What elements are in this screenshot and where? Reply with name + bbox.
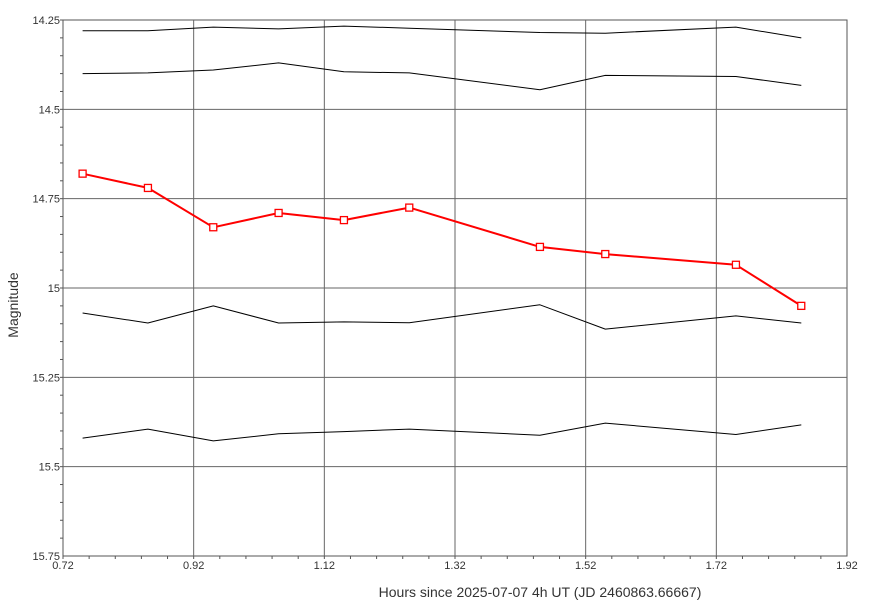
x-tick-label: 1.12 <box>314 560 335 572</box>
y-tick-label: 14.25 <box>32 15 60 27</box>
data-point-marker <box>209 223 218 232</box>
x-axis-label: Hours since 2025-07-07 4h UT (JD 2460863… <box>379 584 702 600</box>
y-axis-label: Magnitude <box>5 272 21 338</box>
y-tick-label: 15 <box>48 283 60 295</box>
series-lines <box>82 25 802 442</box>
x-tick-label: 0.92 <box>183 560 204 572</box>
y-tick-label: 15.75 <box>32 551 60 563</box>
minor-ticks <box>60 19 822 559</box>
x-tick-label: 1.72 <box>706 560 727 572</box>
data-markers <box>78 169 806 311</box>
comparison-series-line <box>82 25 802 39</box>
data-point-marker <box>78 169 87 178</box>
data-point-marker <box>601 249 610 259</box>
data-point-marker <box>535 242 545 252</box>
x-tick-labels: 0.72 0.92 1.12 1.32 1.52 1.72 1.92 <box>52 560 857 572</box>
data-point-marker <box>405 203 414 212</box>
comparison-series-line <box>82 62 802 91</box>
y-tick-label: 14.5 <box>39 104 60 116</box>
data-point-marker <box>339 215 349 225</box>
y-tick-label: 15.25 <box>32 372 60 384</box>
x-tick-label: 1.92 <box>836 560 857 572</box>
comparison-series-line <box>82 304 802 330</box>
x-tick-label: 1.52 <box>575 560 596 572</box>
y-tick-label: 14.75 <box>32 194 60 206</box>
target-series-line <box>82 172 802 307</box>
data-point-marker <box>797 301 806 311</box>
grid-lines <box>63 20 847 556</box>
x-tick-label: 0.72 <box>52 560 73 572</box>
data-point-marker <box>274 208 283 218</box>
y-tick-labels: 14.25 14.5 14.75 15 15.25 15.5 15.75 <box>32 15 60 563</box>
comparison-series-line <box>82 422 802 442</box>
y-tick-label: 15.5 <box>39 462 60 474</box>
data-point-marker <box>143 183 153 193</box>
x-tick-label: 1.32 <box>444 560 465 572</box>
data-point-marker <box>731 260 741 269</box>
